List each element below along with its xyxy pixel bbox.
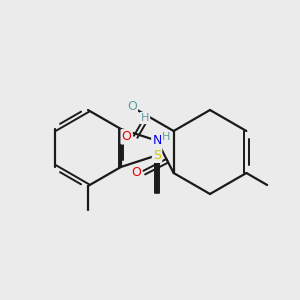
Text: O: O (127, 100, 137, 113)
Text: O: O (122, 130, 132, 143)
Text: N: N (152, 134, 162, 147)
Text: H: H (162, 132, 170, 142)
Text: H: H (141, 113, 149, 123)
Text: O: O (131, 166, 141, 179)
Text: S: S (153, 149, 161, 162)
